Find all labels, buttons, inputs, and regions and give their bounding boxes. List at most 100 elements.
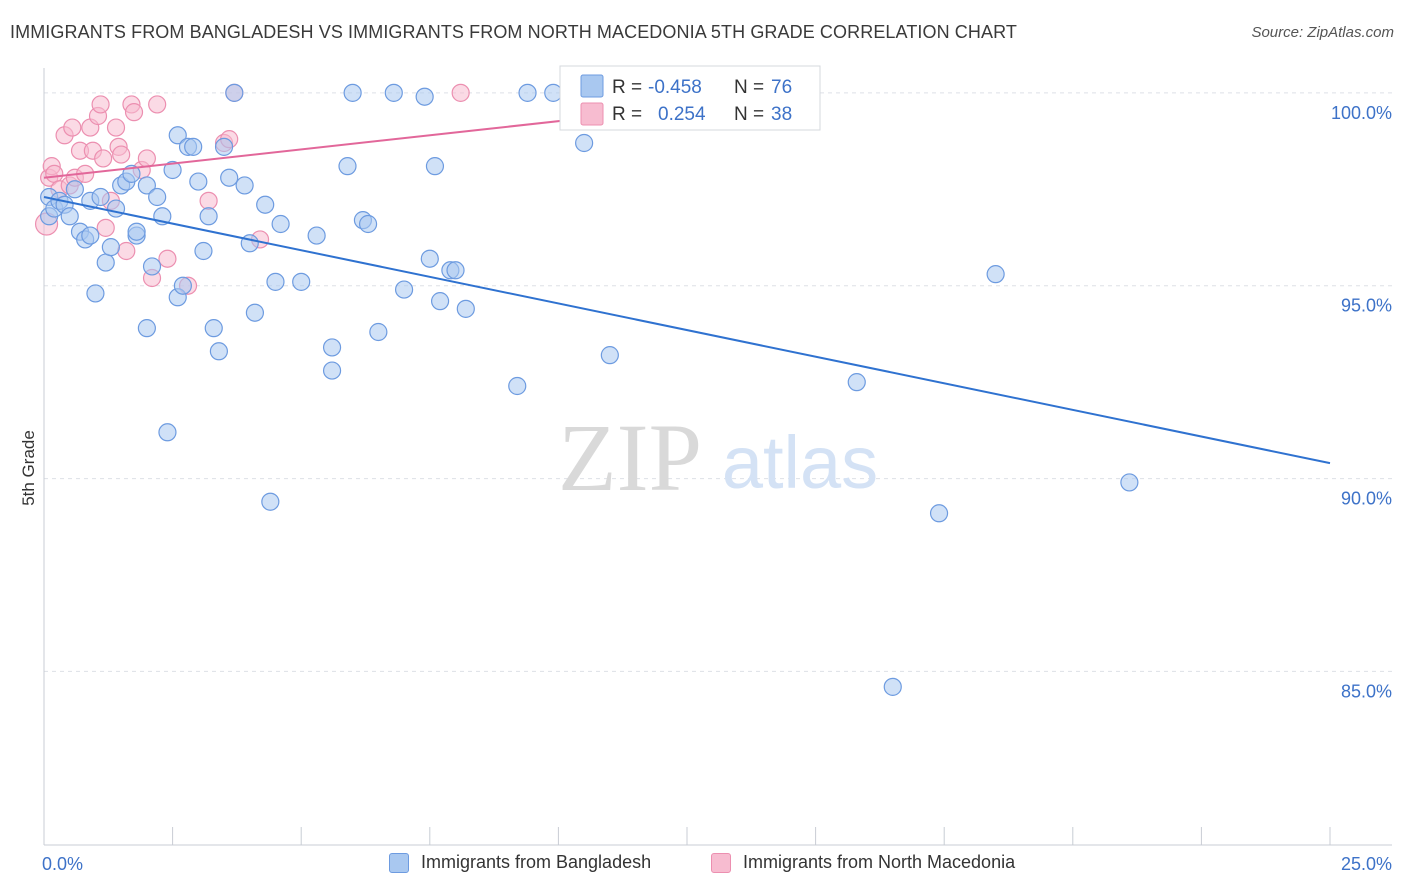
legend-n-label-2: N =: [734, 104, 764, 125]
data-point-bangladesh: [369, 322, 388, 342]
data-point-bangladesh: [101, 238, 120, 257]
data-point-bangladesh: [86, 284, 105, 303]
data-point-bangladesh: [256, 195, 275, 214]
bottom-legend-swatch-bangladesh: [389, 852, 409, 873]
data-point-bangladesh: [209, 342, 228, 361]
legend-swatch-bangladesh: [580, 74, 604, 98]
data-point-bangladesh: [225, 83, 244, 102]
data-point-bangladesh: [600, 346, 619, 365]
data-point-north-macedonia: [451, 83, 470, 102]
data-point-north-macedonia: [199, 191, 218, 210]
data-point-bangladesh: [60, 207, 79, 226]
data-point-bangladesh: [425, 157, 445, 176]
data-point-bangladesh: [358, 214, 378, 234]
data-point-bangladesh: [420, 249, 439, 268]
y-axis-title: 5th Grade: [19, 430, 38, 506]
data-point-bangladesh: [307, 226, 326, 245]
data-point-bangladesh: [65, 180, 84, 199]
legend-r-value-2: 0.254: [658, 104, 706, 125]
legend-r-label-2: R =: [612, 104, 642, 125]
bottom-legend-item-north-macedonia: Immigrants from North Macedonia: [711, 852, 1015, 873]
data-point-bangladesh: [384, 83, 403, 102]
data-point-bangladesh: [261, 492, 280, 511]
data-point-bangladesh: [81, 226, 100, 245]
data-point-bangladesh: [137, 319, 156, 338]
data-point-bangladesh: [158, 423, 177, 442]
x-tick-label: 25.0%: [1341, 854, 1392, 874]
legend-box: R = -0.458 N = 76 R = 0.254 N = 38: [559, 65, 821, 131]
y-tick-label: 85.0%: [1341, 681, 1392, 701]
data-point-north-macedonia: [137, 149, 156, 168]
data-point-bangladesh: [544, 83, 563, 102]
data-point-bangladesh: [173, 276, 192, 295]
y-tick-label: 90.0%: [1341, 489, 1392, 509]
watermark-atlas: atlas: [722, 421, 878, 504]
x-tick-label: 0.0%: [42, 854, 83, 874]
data-point-north-macedonia: [117, 241, 136, 261]
data-point-north-macedonia: [106, 118, 126, 137]
data-point-bangladesh: [106, 199, 126, 218]
data-point-bangladesh: [199, 207, 218, 226]
data-point-bangladesh: [847, 373, 866, 392]
data-point-bangladesh: [127, 222, 146, 241]
legend-swatch-north-macedonia: [580, 102, 604, 126]
data-point-bangladesh: [142, 257, 162, 276]
data-point-bangladesh: [986, 265, 1005, 284]
legend-r-value-1: -0.458: [648, 77, 702, 98]
data-point-north-macedonia: [112, 145, 131, 164]
data-point-bangladesh: [214, 137, 234, 156]
bottom-legend-label-north-macedonia: Immigrants from North Macedonia: [743, 852, 1016, 872]
y-tick-label: 100.0%: [1331, 103, 1392, 123]
data-point-bangladesh: [415, 87, 434, 106]
data-point-bangladesh: [189, 172, 208, 191]
data-point-north-macedonia: [91, 95, 110, 114]
data-point-bangladesh: [1120, 473, 1139, 492]
data-point-north-macedonia: [63, 118, 82, 137]
data-point-bangladesh: [456, 299, 475, 318]
data-point-bangladesh: [220, 168, 239, 187]
bottom-legend-label-bangladesh: Immigrants from Bangladesh: [421, 852, 652, 872]
data-point-bangladesh: [96, 253, 115, 272]
data-point-bangladesh: [168, 126, 187, 145]
data-point-north-macedonia: [94, 149, 113, 168]
series-bangladesh-points: [40, 83, 1139, 696]
trend-line-bangladesh: [43, 196, 1331, 465]
data-point-bangladesh: [204, 319, 223, 338]
data-point-bangladesh: [292, 272, 311, 291]
data-point-bangladesh: [163, 160, 182, 180]
data-point-bangladesh: [137, 176, 156, 195]
data-point-bangladesh: [184, 137, 203, 156]
y-tick-label: 95.0%: [1341, 296, 1392, 316]
data-point-bangladesh: [508, 376, 527, 396]
watermark: ZIP atlas: [558, 404, 878, 511]
legend-r-label-1: R =: [612, 77, 642, 98]
data-point-bangladesh: [122, 164, 141, 183]
legend-n-label-1: N =: [734, 77, 764, 98]
tick-labels: 100.0% 95.0% 90.0% 85.0% 0.0% 25.0%: [42, 103, 1392, 874]
data-point-north-macedonia: [158, 249, 177, 268]
watermark-zip: ZIP: [558, 404, 702, 511]
data-point-bangladesh: [883, 677, 902, 696]
data-point-north-macedonia: [96, 218, 115, 237]
data-point-bangladesh: [271, 214, 290, 234]
data-point-bangladesh: [575, 133, 594, 153]
data-point-north-macedonia: [45, 164, 64, 183]
data-point-bangladesh: [322, 361, 342, 380]
data-point-bangladesh: [446, 261, 465, 280]
data-point-bangladesh: [322, 338, 342, 357]
data-point-bangladesh: [343, 83, 362, 102]
legend-n-value-1: 76: [771, 77, 792, 98]
data-point-bangladesh: [929, 504, 949, 523]
data-point-bangladesh: [194, 241, 213, 261]
data-point-bangladesh: [394, 280, 414, 299]
source-credit: Source: ZipAtlas.com: [1251, 24, 1394, 41]
data-point-bangladesh: [235, 176, 254, 195]
data-point-bangladesh: [338, 157, 357, 176]
data-point-bangladesh: [148, 187, 167, 207]
bottom-legend: Immigrants from Bangladesh Immigrants fr…: [0, 852, 1406, 878]
chart-title: IMMIGRANTS FROM BANGLADESH VS IMMIGRANTS…: [10, 22, 1017, 42]
data-point-north-macedonia: [148, 95, 167, 114]
data-point-bangladesh: [245, 303, 265, 322]
bottom-legend-swatch-north-macedonia: [711, 852, 731, 873]
